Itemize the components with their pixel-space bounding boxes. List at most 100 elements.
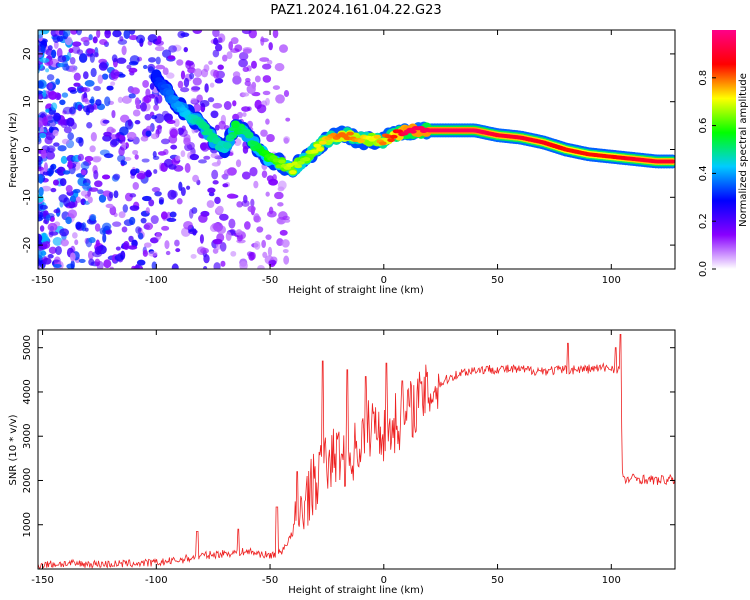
noise-speckle — [200, 247, 209, 254]
noise-speckle — [151, 187, 161, 193]
noise-speckle — [212, 102, 223, 109]
noise-speckle — [212, 238, 223, 245]
noise-speckle — [57, 145, 67, 152]
noise-speckle — [213, 262, 221, 269]
noise-speckle — [226, 51, 233, 60]
y-tick-label: 5000 — [22, 335, 33, 360]
ridge-point — [316, 147, 324, 152]
noise-speckle — [184, 163, 191, 173]
noise-speckle — [110, 69, 120, 80]
ridge-point — [387, 138, 395, 143]
noise-speckle — [189, 153, 200, 161]
noise-speckle — [267, 59, 273, 65]
noise-speckle — [154, 46, 165, 52]
noise-speckle — [190, 253, 197, 259]
noise-speckle — [45, 214, 52, 221]
noise-speckle — [208, 60, 213, 65]
noise-speckle — [46, 145, 56, 153]
noise-speckle — [108, 191, 114, 199]
noise-speckle — [89, 53, 95, 63]
noise-speckle — [39, 204, 48, 210]
noise-speckle — [277, 202, 284, 207]
noise-speckle — [141, 158, 150, 163]
noise-speckle — [55, 78, 61, 85]
noise-speckle — [70, 30, 78, 35]
noise-speckle — [132, 149, 139, 155]
noise-speckle — [230, 250, 237, 257]
noise-speckle — [89, 214, 97, 221]
noise-speckle — [281, 239, 290, 248]
noise-speckle — [38, 166, 42, 172]
noise-speckle — [266, 175, 274, 183]
x-tick-label: -150 — [31, 275, 54, 286]
noise-speckle — [219, 242, 227, 252]
noise-speckle — [121, 95, 132, 104]
noise-speckle — [238, 51, 249, 61]
y-tick-label: 0 — [22, 146, 33, 152]
noise-speckle — [48, 126, 54, 133]
noise-speckle — [57, 119, 66, 126]
noise-speckle — [212, 248, 219, 254]
noise-speckle — [48, 82, 53, 90]
x-tick-label: -150 — [31, 575, 54, 586]
noise-speckle — [241, 92, 250, 97]
noise-speckle — [274, 191, 284, 200]
noise-speckle — [58, 194, 68, 203]
noise-speckle — [38, 174, 44, 184]
noise-speckle — [112, 221, 122, 227]
noise-speckle — [228, 41, 234, 51]
noise-speckle — [241, 171, 251, 180]
noise-speckle — [283, 137, 289, 144]
ridge-point — [373, 134, 382, 139]
noise-speckle — [180, 186, 186, 197]
noise-speckle — [117, 96, 123, 104]
figure-title: PAZ1.2024.161.04.22.G23 — [270, 3, 441, 18]
noise-speckle — [272, 30, 279, 39]
noise-speckle — [169, 211, 177, 218]
x-tick-label: -100 — [145, 275, 168, 286]
noise-speckle — [109, 266, 114, 269]
noise-speckle — [256, 226, 264, 233]
noise-speckle — [136, 259, 146, 266]
noise-speckle — [40, 45, 46, 54]
noise-speckle — [131, 265, 136, 269]
noise-speckle — [106, 85, 114, 91]
snr-y-label: SNR (10 * v/v) — [8, 414, 19, 485]
noise-speckle — [219, 213, 229, 221]
noise-speckle — [272, 85, 281, 90]
noise-speckle — [149, 83, 155, 90]
noise-speckle — [80, 169, 87, 176]
noise-speckle — [88, 258, 95, 266]
noise-speckle — [103, 131, 112, 137]
noise-speckle — [121, 226, 128, 233]
noise-speckle — [90, 132, 97, 142]
ridge-point — [346, 131, 354, 136]
noise-speckle — [201, 68, 209, 78]
noise-speckle — [123, 240, 130, 250]
noise-speckle — [265, 191, 270, 197]
noise-speckle — [44, 136, 53, 145]
colorbar-bar — [712, 30, 736, 269]
noise-speckle — [247, 205, 256, 213]
noise-speckle — [129, 205, 140, 211]
noise-speckle — [45, 68, 50, 73]
noise-speckle — [260, 36, 265, 46]
ridge-point — [242, 130, 251, 135]
noise-speckle — [157, 151, 167, 156]
noise-speckle — [183, 137, 191, 146]
noise-speckle — [48, 246, 57, 255]
noise-speckle — [210, 152, 219, 159]
noise-speckle — [67, 160, 73, 170]
noise-speckle — [190, 97, 198, 104]
noise-speckle — [213, 222, 224, 232]
colorbar-tick-label: 0.8 — [698, 70, 709, 86]
noise-speckle — [223, 169, 233, 176]
noise-speckle — [128, 93, 136, 99]
noise-speckle — [186, 185, 191, 190]
noise-speckle — [110, 138, 120, 146]
noise-speckle — [243, 48, 252, 54]
noise-speckle — [95, 239, 100, 247]
noise-speckle — [38, 233, 43, 243]
